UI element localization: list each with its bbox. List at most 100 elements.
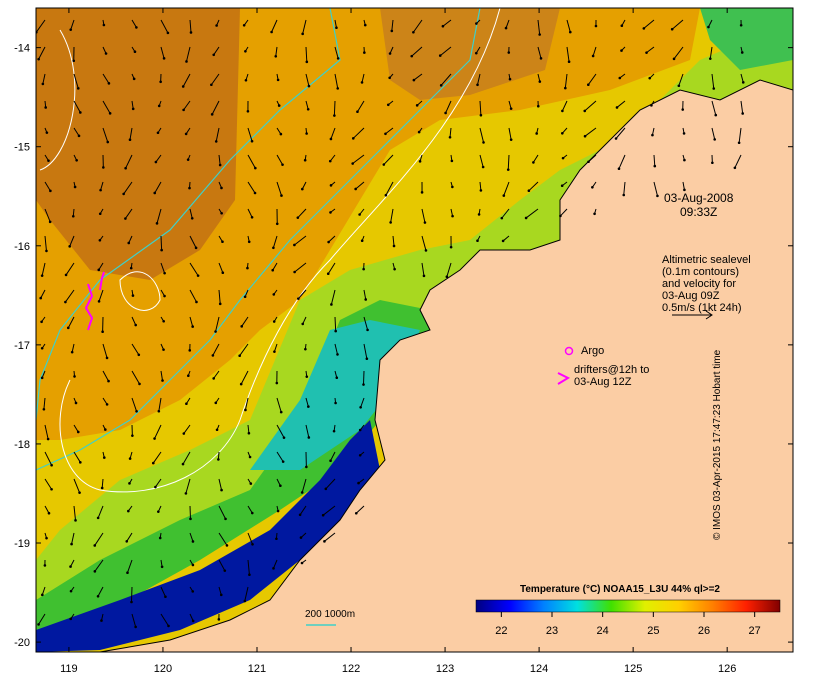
velocity-arrow-head [50, 463, 53, 467]
velocity-arrow-head [129, 266, 133, 270]
velocity-arrow [708, 19, 713, 28]
colorbar-tick-label: 25 [647, 625, 659, 637]
velocity-arrow-head [620, 49, 623, 52]
x-tick-label: 123 [436, 663, 454, 675]
velocity-arrow [218, 532, 228, 546]
velocity-arrow-head [79, 461, 82, 464]
velocity-arrow-head [614, 137, 618, 140]
velocity-arrow-head [336, 57, 340, 60]
velocity-arrow-head [100, 619, 103, 622]
velocity-arrow [40, 289, 46, 299]
velocity-arrow-head [274, 54, 278, 58]
velocity-arrow [247, 505, 253, 514]
velocity-arrow-head [714, 113, 718, 117]
velocity-arrow [330, 127, 336, 140]
velocity-arrow-head [354, 511, 358, 515]
velocity-arrow-head [212, 53, 216, 57]
velocity-arrow-head [96, 594, 100, 598]
x-axis: 119 120 121 122 123 124 125 126 [60, 8, 736, 675]
sealevel-contour [39, 29, 76, 171]
velocity-arrow-head [276, 509, 280, 513]
velocity-arrow-head [221, 240, 224, 244]
velocity-arrow [305, 73, 310, 87]
velocity-arrow-head [93, 570, 97, 573]
velocity-arrow-head [683, 188, 686, 192]
velocity-arrow-head [102, 23, 106, 27]
velocity-arrow-head [137, 353, 141, 357]
velocity-arrow [127, 559, 133, 573]
velocity-arrow-head [332, 429, 336, 433]
velocity-arrow-head [37, 57, 40, 61]
velocity-arrow-head [160, 248, 163, 252]
velocity-arrow-head [195, 300, 198, 304]
velocity-arrow-head [333, 114, 336, 117]
velocity-arrow [508, 100, 512, 109]
velocity-arrow [587, 73, 597, 86]
velocity-arrow [71, 343, 75, 353]
velocity-arrow [643, 19, 655, 29]
velocity-arrow-head [504, 26, 508, 30]
velocity-arrow-head [105, 403, 109, 406]
velocity-arrow [508, 127, 512, 140]
velocity-arrow-head [305, 465, 308, 469]
velocity-arrow [152, 451, 162, 464]
velocity-arrow-head [244, 408, 247, 412]
velocity-arrow-head [280, 194, 283, 197]
velocity-arrow [412, 19, 423, 33]
velocity-arrow-head [159, 80, 162, 84]
velocity-arrow-head [733, 166, 737, 170]
velocity-arrow [740, 100, 744, 114]
velocity-arrow-head [220, 186, 223, 190]
velocity-arrow [588, 154, 597, 163]
velocity-arrow [305, 424, 310, 438]
velocity-arrow-head [188, 186, 191, 190]
velocity-arrow-head [591, 186, 594, 189]
velocity-arrow-head [157, 510, 160, 513]
velocity-arrow-head [186, 158, 190, 161]
velocity-arrow-head [737, 141, 741, 145]
velocity-arrow [525, 208, 539, 219]
velocity-arrow [123, 181, 133, 195]
velocity-arrow-head [448, 135, 452, 139]
velocity-arrow [592, 46, 597, 57]
velocity-arrow [131, 343, 140, 356]
velocity-arrow-head [72, 59, 76, 63]
velocity-arrow [276, 181, 282, 196]
velocity-arrow-head [293, 270, 296, 274]
velocity-arrow-head [246, 109, 250, 113]
velocity-arrow [160, 613, 169, 627]
velocity-arrow-head [70, 350, 74, 354]
velocity-arrow [218, 289, 221, 304]
velocity-arrow-head [45, 249, 48, 253]
velocity-arrow-head [328, 159, 332, 163]
velocity-arrow-head [41, 593, 44, 597]
velocity-arrow-head [43, 564, 47, 567]
velocity-arrow-head [329, 137, 333, 141]
velocity-arrow-head [438, 54, 442, 57]
velocity-arrow-head [357, 481, 360, 485]
velocity-arrow-head [185, 60, 188, 63]
velocity-arrow-head [417, 130, 421, 134]
velocity-arrow-head [189, 517, 192, 521]
velocity-arrow-head [384, 193, 388, 197]
velocity-arrow-head [672, 57, 676, 61]
y-tick-label: -16 [14, 241, 30, 253]
velocity-arrow [160, 235, 163, 251]
velocity-arrow-head [131, 434, 134, 437]
velocity-arrow-head [482, 141, 485, 144]
velocity-arrow [247, 532, 253, 545]
velocity-arrow-head [677, 84, 681, 88]
velocity-arrow [183, 424, 191, 434]
velocity-arrow-head [358, 428, 362, 432]
velocity-arrow-head [40, 376, 44, 380]
velocity-arrow [98, 289, 104, 302]
velocity-arrow-head [69, 617, 73, 621]
velocity-arrow-head [441, 24, 445, 28]
velocity-arrow-head [69, 28, 73, 31]
velocity-arrow [528, 181, 539, 192]
argo-label: Argo [581, 345, 605, 357]
velocity-arrow [352, 154, 365, 164]
velocity-arrow-head [244, 78, 248, 82]
velocity-arrow [71, 532, 75, 545]
velocity-arrow [682, 181, 685, 190]
